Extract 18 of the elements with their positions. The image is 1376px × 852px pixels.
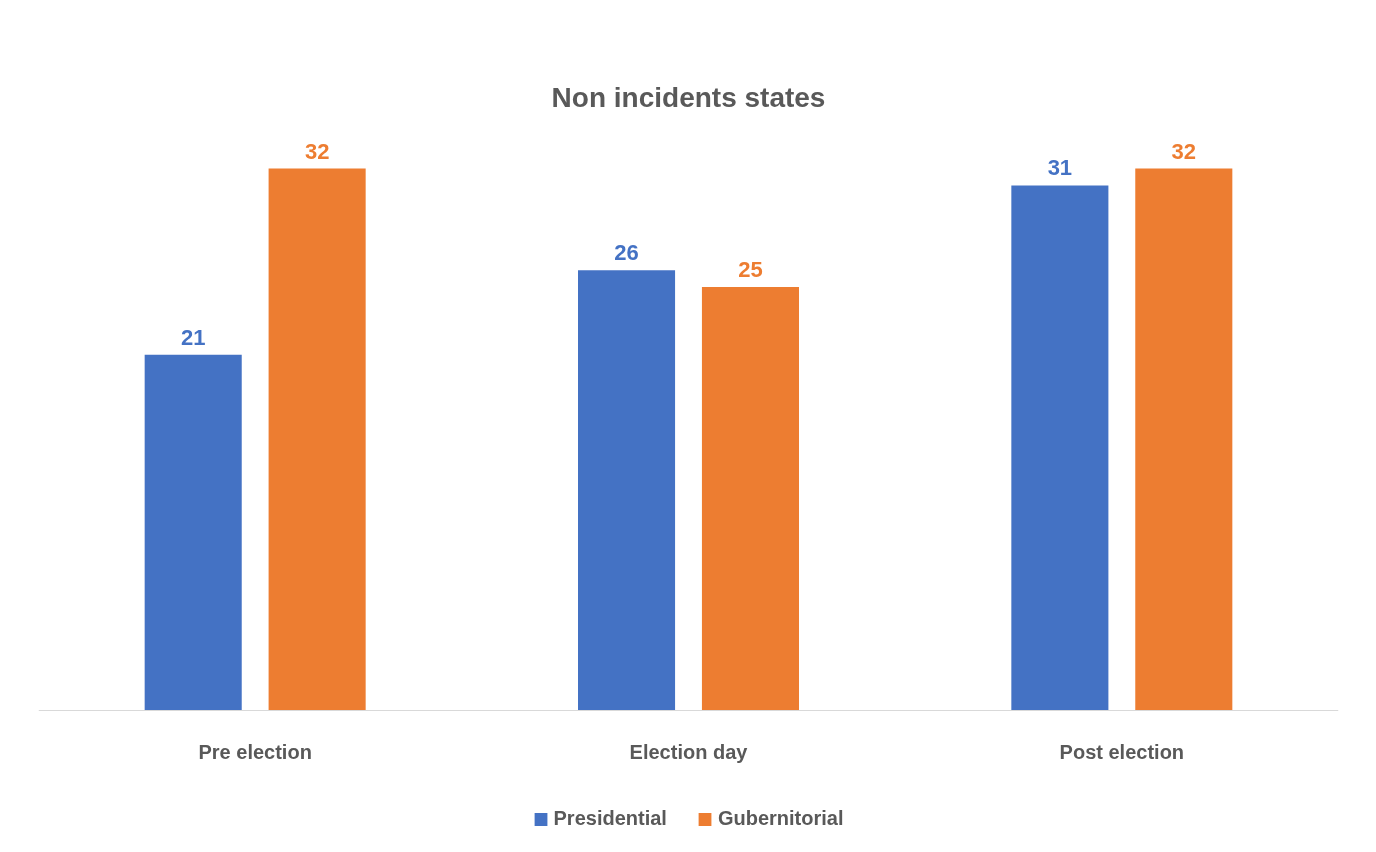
x-tick-label: Post election bbox=[1059, 740, 1185, 763]
chart-title: Non incidents states bbox=[551, 81, 826, 113]
data-label: 32 bbox=[304, 138, 330, 164]
x-tick-label: Election day bbox=[629, 740, 749, 763]
data-label: 26 bbox=[614, 240, 639, 266]
bar bbox=[701, 287, 799, 711]
data-label: 31 bbox=[1047, 155, 1073, 181]
bar bbox=[268, 168, 366, 711]
x-tick-label: Pre election bbox=[198, 740, 312, 763]
bar bbox=[1135, 168, 1233, 711]
data-label: 21 bbox=[180, 324, 206, 350]
data-label: 25 bbox=[738, 257, 763, 283]
bar bbox=[578, 270, 676, 711]
bar bbox=[1011, 185, 1109, 711]
legend-label: Presidential bbox=[553, 807, 667, 830]
bar bbox=[144, 354, 242, 711]
data-label: 32 bbox=[1171, 138, 1197, 164]
legend-label: Gubernitorial bbox=[717, 807, 844, 830]
